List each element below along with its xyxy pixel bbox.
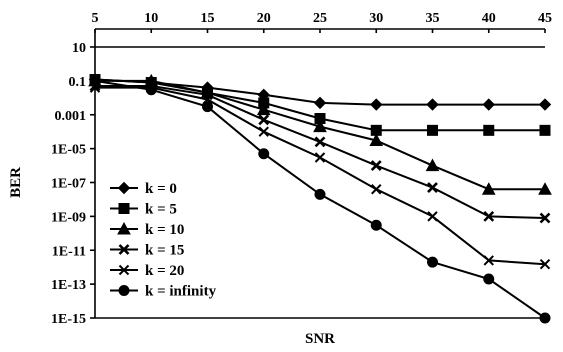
x-axis-title: SNR xyxy=(305,331,335,347)
data-point xyxy=(371,184,382,195)
data-point xyxy=(483,210,495,222)
legend-item: k = 0 xyxy=(110,181,177,197)
y-tick-label: 1E-11 xyxy=(52,244,86,259)
legend-item: k = 10 xyxy=(110,221,184,238)
x-tick-label: 15 xyxy=(201,11,215,26)
data-point xyxy=(370,98,383,111)
data-point xyxy=(258,126,269,137)
data-point xyxy=(370,219,382,231)
data-point xyxy=(427,124,438,136)
data-point xyxy=(313,96,327,110)
data-point xyxy=(483,273,495,285)
data-point xyxy=(539,212,551,224)
data-point xyxy=(483,124,495,136)
data-point xyxy=(482,98,495,111)
legend-label: k = 20 xyxy=(145,263,184,279)
legend: k = 0 k = 5 k = 10 k = 15 k = 20 k = infinity xyxy=(110,181,217,300)
data-point xyxy=(369,133,384,147)
x-tick-label: 10 xyxy=(144,11,158,26)
series-4 xyxy=(89,82,551,270)
x-tick-label: 5 xyxy=(92,11,99,26)
y-tick-label: 1E-07 xyxy=(51,177,86,192)
x-tick-label: 25 xyxy=(313,11,327,26)
data-point xyxy=(483,255,494,266)
data-point xyxy=(258,114,270,126)
x-tick-label: 35 xyxy=(426,11,440,26)
data-point xyxy=(538,98,552,111)
data-point xyxy=(539,124,551,136)
data-point xyxy=(427,211,438,222)
y-tick-label: 0.1 xyxy=(69,75,87,90)
data-point xyxy=(313,119,327,133)
x-tick-label: 45 xyxy=(538,11,552,26)
data-point xyxy=(481,182,496,195)
y-tick-label: 0.001 xyxy=(55,109,87,124)
series-group xyxy=(88,73,552,324)
data-point xyxy=(538,182,552,195)
y-tick-label: 1E-09 xyxy=(51,210,86,225)
data-point xyxy=(539,312,551,324)
y-tick-label: 1E-15 xyxy=(51,312,86,327)
legend-marker xyxy=(118,244,130,255)
legend-marker xyxy=(118,264,130,276)
x-tick-labels: 5 10 15 20 25 30 35 40 45 xyxy=(92,11,552,33)
y-tick-label: 1E-13 xyxy=(51,278,86,293)
x-tick-label: 30 xyxy=(369,11,383,26)
data-point xyxy=(426,98,439,111)
data-point xyxy=(256,102,271,116)
x-tick-label: 40 xyxy=(482,11,496,26)
legend-label: k = 10 xyxy=(145,222,184,238)
legend-marker xyxy=(118,203,130,214)
y-tick-label: 1E-05 xyxy=(51,143,86,158)
data-point xyxy=(539,258,551,270)
data-point xyxy=(425,158,440,172)
data-point xyxy=(427,256,438,268)
legend-label: k = 0 xyxy=(145,181,177,197)
y-tick-labels: 10 0.1 0.001 1E-05 1E-07 1E-09 1E-11 1E-13 1E-15 xyxy=(51,41,95,327)
data-point xyxy=(314,188,326,200)
series-2 xyxy=(88,73,552,195)
data-point xyxy=(258,148,270,160)
data-point xyxy=(202,101,213,113)
series-5 xyxy=(89,75,551,324)
legend-item: k = 15 xyxy=(110,243,184,259)
legend-marker xyxy=(117,181,131,195)
legend-label: k = 5 xyxy=(145,202,177,218)
data-point xyxy=(145,84,157,96)
data-point xyxy=(314,136,326,148)
legend-item: k = 20 xyxy=(110,263,184,279)
legend-item: k = infinity xyxy=(110,284,217,300)
legend-marker xyxy=(117,221,131,235)
x-tick-label: 20 xyxy=(257,11,271,26)
y-tick-label: 10 xyxy=(72,41,86,56)
data-point xyxy=(370,160,382,171)
legend-label: k = 15 xyxy=(145,243,184,259)
legend-marker xyxy=(118,285,130,296)
legend-label: k = infinity xyxy=(145,284,217,300)
data-point xyxy=(427,182,438,194)
data-point xyxy=(314,152,326,163)
y-axis-title: BER xyxy=(8,167,24,198)
data-point xyxy=(89,75,101,87)
legend-item: k = 5 xyxy=(110,202,177,218)
